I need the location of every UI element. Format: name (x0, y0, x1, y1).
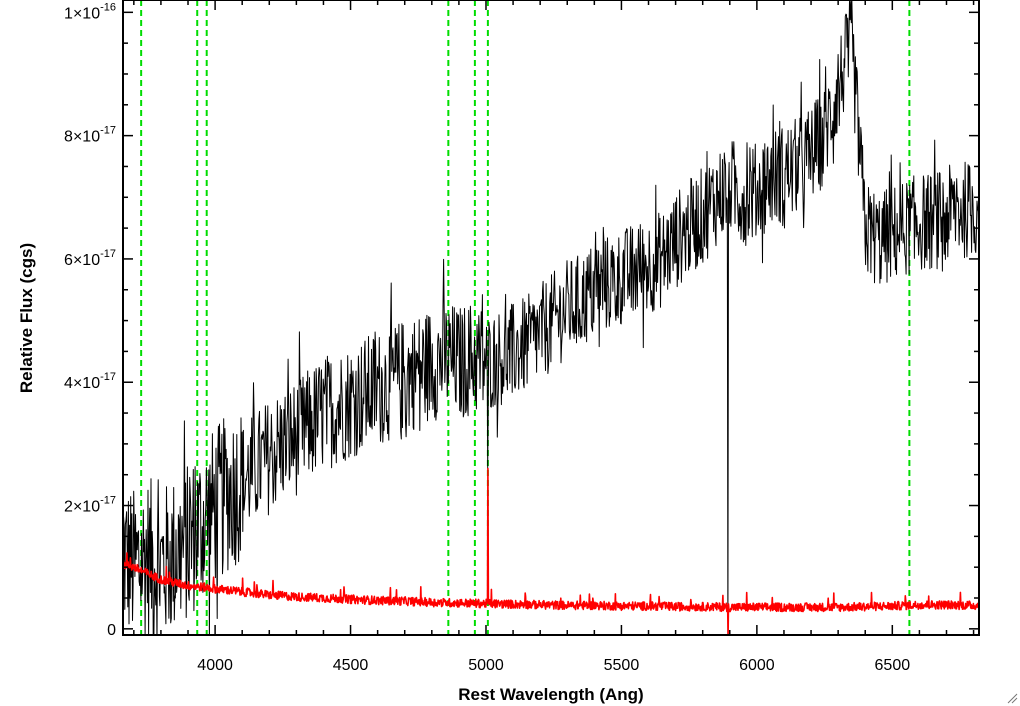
y-tick-label-3: 6×10-17 (64, 248, 116, 269)
axis-ticks (123, 0, 979, 635)
y-tick-label-1: 2×10-17 (64, 495, 116, 516)
x-tick-label-4000: 4000 (197, 657, 233, 674)
x-tick-label-6000: 6000 (739, 657, 775, 674)
plot-border (122, 0, 980, 636)
x-tick-labels: 4000 4500 5000 5500 6000 6500 (197, 657, 910, 674)
x-axis-title: Rest Wavelength (Ang) (458, 685, 643, 704)
resize-grip-icon[interactable] (1006, 692, 1018, 704)
plot-frame (122, 0, 980, 636)
y-axis-title: Relative Flux (cgs) (17, 243, 36, 393)
emission-line-markers (140, 0, 911, 635)
series-red-line (123, 467, 979, 635)
x-tick-label-5500: 5500 (604, 657, 640, 674)
series-black-line (123, 0, 979, 635)
x-tick-label-5000: 5000 (468, 657, 504, 674)
x-tick-label-4500: 4500 (333, 657, 369, 674)
y-tick-label-5: 1×10-16 (64, 1, 116, 22)
y-tick-label-4: 8×10-17 (64, 125, 116, 146)
y-tick-label-2: 4×10-17 (64, 371, 116, 392)
x-tick-label-6500: 6500 (875, 657, 911, 674)
y-tick-labels: 0 2×10-17 4×10-17 6×10-17 8×10-17 1×10-16 (64, 1, 116, 639)
spectrum-series (123, 0, 979, 635)
y-tick-label-0: 0 (107, 622, 116, 639)
